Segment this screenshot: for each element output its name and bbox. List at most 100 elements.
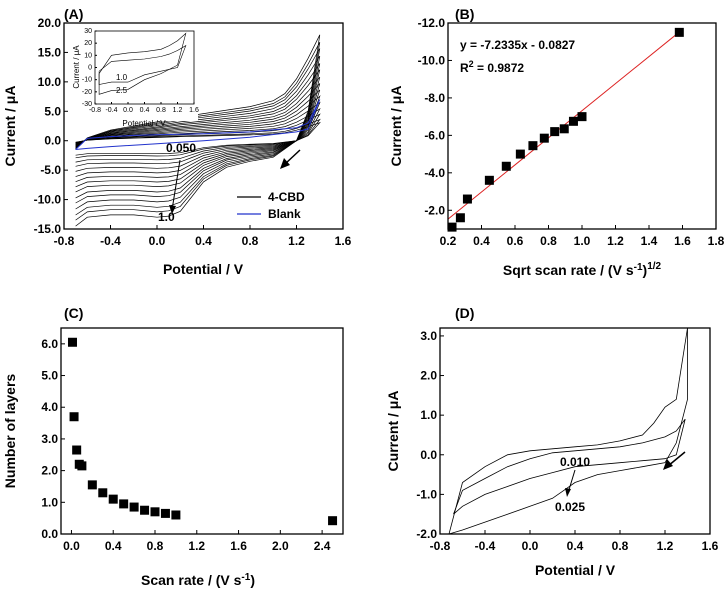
panel-a-annotation-low: 0.050 <box>166 141 196 155</box>
legend-label-4cbd: 4-CBD <box>268 190 305 204</box>
panel-b-y-tick-label: -12.0 <box>418 16 446 30</box>
panel-b-x-tick-label: 0.6 <box>507 234 524 248</box>
r2-value: = 0.9872 <box>474 61 525 75</box>
cv-curve-blank <box>75 99 321 150</box>
data-point <box>539 133 549 143</box>
panel-c-x-tick-label: 1.2 <box>188 539 205 553</box>
panel-b-y-tick-label: -4.0 <box>424 166 445 180</box>
panel-a-scan-arrowhead <box>169 205 176 214</box>
data-point <box>119 499 129 509</box>
panel-b-y-label: Current / μA <box>388 86 404 167</box>
panel-c-points <box>67 337 338 526</box>
panel-a-y-tick-label: 15.0 <box>38 45 62 59</box>
panel-b-x-label-main: Sqrt scan rate / (V s <box>503 262 634 278</box>
data-point <box>69 412 79 422</box>
panel-d-x-tick-label: 1.2 <box>657 539 674 553</box>
panel-d-x-tick-label: 0.8 <box>612 539 629 553</box>
inset-y-tick-label: 10 <box>84 52 92 59</box>
panel-d: (D) -0.8 -0.4 0.0 0.4 0.8 1.2 1.6 -2.0-1.00.01… <box>385 305 719 578</box>
data-point <box>515 149 525 159</box>
inset-x-label: Potential / V <box>122 119 166 128</box>
panel-c-y-tick-label: 3.0 <box>41 432 58 446</box>
panel-a-x-tick-label: 0.4 <box>195 234 212 248</box>
inset-x-tick-label: 0.0 <box>123 107 133 114</box>
panel-a-x-tick-label: 1.2 <box>288 234 305 248</box>
panel-b-x-tick-label: 1.8 <box>708 234 725 248</box>
panel-d-y-tick-label: -1.0 <box>416 487 437 501</box>
data-point <box>501 161 511 171</box>
panel-b-x-tick-label: 0.8 <box>540 234 557 248</box>
panel-d-y-ticks: -2.0 -1.0 0.0 1.0 2.0 3.0 <box>416 329 444 541</box>
panel-b-x-tick-label: 0.4 <box>473 234 490 248</box>
panel-d-x-label: Potential / V <box>535 562 616 578</box>
panel-a-y-tick-label: -15.0 <box>34 222 62 236</box>
panel-d-x-tick-label: 0.0 <box>522 539 539 553</box>
panel-c-x-tick-label: 1.6 <box>230 539 247 553</box>
panel-c-y-tick-label: 0.0 <box>41 527 58 541</box>
panel-a-y-label: Current / μA <box>2 86 18 167</box>
data-point <box>328 516 338 526</box>
data-point <box>67 337 77 347</box>
panel-c-x-ticks: 0.0 0.4 0.8 1.2 1.6 2.0 2.4 <box>63 530 331 553</box>
cv-curve-4cbd <box>75 101 321 172</box>
panel-a-x-tick-label: 1.6 <box>335 234 352 248</box>
r2-label: R <box>460 61 469 75</box>
data-point <box>171 510 181 520</box>
panel-b-points <box>447 27 684 232</box>
cv-curve-4cbd <box>75 63 321 204</box>
fit-line <box>447 29 683 220</box>
panel-c-x-label-sup: -1 <box>241 572 250 583</box>
panel-a-x-ticks: -0.8 -0.4 0.0 0.4 0.8 1.2 1.6 <box>54 225 352 248</box>
panel-a-inset: -0.8 -0.4 0.0 0.4 0.8 1.2 1.6 -30 -20 -10 0 10 20 30… <box>72 28 199 128</box>
data-point <box>98 488 108 498</box>
panel-b-x-tick-label: 1.6 <box>674 234 691 248</box>
panel-a-label: (A) <box>64 6 83 22</box>
panel-d-annotation-low: 0.010 <box>560 455 590 469</box>
panel-c-y-label: Number of layers <box>2 374 18 489</box>
data-point <box>160 508 170 518</box>
panel-a-curves <box>75 34 321 227</box>
panel-c-y-tick-label: 6.0 <box>41 337 58 351</box>
panel-c-y-tick-label: 4.0 <box>41 400 58 414</box>
inset-annotation-2: 2.5 <box>116 86 128 95</box>
inset-y-tick-label: -20 <box>82 89 92 96</box>
data-point <box>674 27 684 37</box>
panel-c: (C) 0.0 0.4 0.8 1.2 1.6 2.0 2.4 0.0 1.0 2.0 3.0 4.… <box>2 305 344 588</box>
data-point <box>559 124 569 134</box>
panel-a-y-tick-label: 10.0 <box>38 75 62 89</box>
data-point <box>77 461 87 471</box>
data-point <box>87 480 97 490</box>
data-point <box>108 494 118 504</box>
panel-d-x-tick-label: -0.8 <box>430 539 451 553</box>
panel-a-y-tick-label: -5.0 <box>40 163 61 177</box>
data-point <box>484 175 494 185</box>
panel-d-y-tick-label: 1.0 <box>420 408 437 422</box>
inset-x-tick-label: 0.8 <box>156 107 166 114</box>
panel-b-y-tick-label: -8.0 <box>424 91 445 105</box>
inset-curves <box>98 32 187 95</box>
cv-curve-4cbd <box>75 89 321 183</box>
panel-a-direction-arrow-line <box>284 149 301 165</box>
inset-curve <box>98 32 187 95</box>
panel-b-x-tick-label: 1.0 <box>574 234 591 248</box>
data-point <box>129 502 139 512</box>
panel-d-x-tick-label: 0.4 <box>567 539 584 553</box>
inset-y-tick-label: 30 <box>84 28 92 35</box>
inset-y-tick-label: -10 <box>82 77 92 84</box>
inset-y-label: Current / μA <box>72 45 81 89</box>
panel-d-label: (D) <box>455 305 474 321</box>
panel-c-y-tick-label: 1.0 <box>41 495 58 509</box>
panel-d-x-tick-label: -0.4 <box>475 539 496 553</box>
inset-x-ticks: -0.8 -0.4 0.0 0.4 0.8 1.2 1.6 <box>89 102 199 114</box>
data-point <box>72 445 82 455</box>
panel-c-y-tick-label: 5.0 <box>41 369 58 383</box>
inset-y-tick-label: 20 <box>84 40 92 47</box>
cv-curve-4cbd <box>75 55 321 210</box>
panel-c-x-tick-label: 0.0 <box>63 539 80 553</box>
panel-a-y-tick-label: -10.0 <box>34 193 62 207</box>
panel-d-annotation-high: 0.025 <box>555 500 585 514</box>
panel-a-annotation-high: 1.0 <box>158 210 175 224</box>
panel-d-scan-arrowhead <box>565 488 571 497</box>
panel-a-x-tick-label: 0.0 <box>149 234 166 248</box>
panel-b-x-tick-label: 1.4 <box>641 234 658 248</box>
